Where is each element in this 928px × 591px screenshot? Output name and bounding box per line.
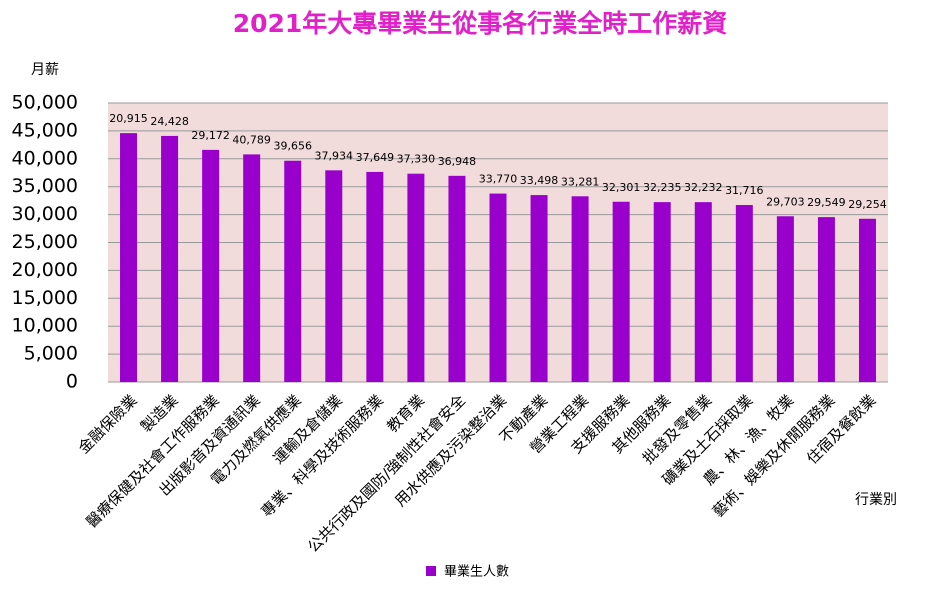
data-label: 37,330 [397,153,436,166]
data-label: 33,498 [520,174,559,187]
bar [243,154,261,382]
y-tick-label: 50,000 [12,92,78,114]
data-label: 36,948 [438,155,477,168]
data-label: 39,656 [273,140,312,153]
bar [407,173,425,382]
data-label: 37,649 [356,151,395,164]
legend-swatch [426,566,436,576]
y-tick-label: 30,000 [12,203,78,225]
y-tick-label: 25,000 [12,231,78,253]
data-label: 37,934 [315,149,354,162]
bar [817,217,835,382]
bar [120,133,138,382]
bar [366,171,384,382]
data-label: 32,232 [684,181,723,194]
bar [612,201,630,382]
data-label: 29,254 [848,198,887,211]
data-label: 29,549 [807,196,846,209]
data-label: 29,703 [766,195,805,208]
bar [530,195,548,382]
bar [694,202,712,382]
bar [571,196,589,382]
bar [284,160,302,382]
data-label: 32,235 [643,181,682,194]
bar [858,218,876,382]
bar [735,205,753,382]
data-label: 29,172 [191,129,230,142]
data-label: 32,301 [602,181,641,194]
bar [489,193,507,382]
y-tick-label: 40,000 [12,147,78,169]
data-label: 33,770 [479,173,518,186]
y-tick-label: 0 [66,371,78,393]
legend-label: 畢業生人數 [444,564,509,580]
bar [776,216,794,382]
data-label: 24,428 [150,115,189,128]
y-tick-label: 5,000 [24,343,78,365]
bar [448,175,466,382]
data-label: 31,716 [725,184,764,197]
y-tick-label: 15,000 [12,287,78,309]
chart-title: 2021年大專畢業生從事各行業全時工作薪資 [233,9,728,38]
bar [653,202,671,382]
y-axis-label: 月薪 [31,62,59,78]
bar [161,135,179,382]
y-tick-label: 45,000 [12,119,78,141]
x-tick-label: 金融保險業 [75,391,141,457]
data-label: 40,789 [232,133,271,146]
data-label: 20,915 [109,112,148,125]
y-tick-label: 35,000 [12,175,78,197]
y-tick-label: 10,000 [12,315,78,337]
x-axis-label: 行業別 [855,492,897,508]
y-tick-label: 20,000 [12,259,78,281]
data-label: 33,281 [561,175,600,188]
bar [325,170,343,382]
bar [202,149,220,382]
